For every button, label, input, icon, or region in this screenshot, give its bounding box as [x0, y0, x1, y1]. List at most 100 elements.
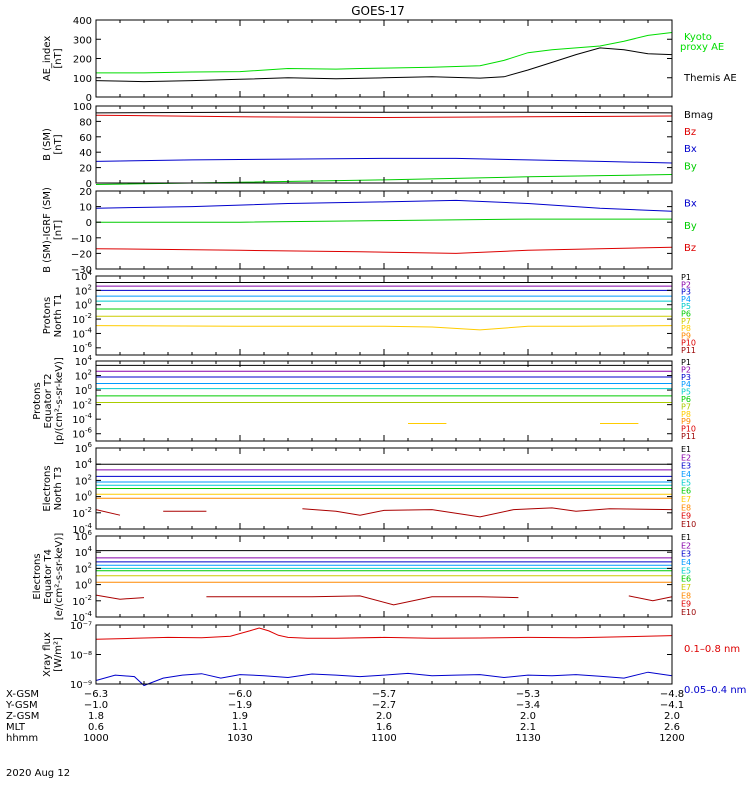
panel-bdiff: −30 −20 −10 0 10 20 B (SM)-IGRF (SM) [nT] Bx By Bz — [42, 187, 697, 276]
legend-P6: P6 — [681, 310, 691, 319]
y-tick-label: 102 — [75, 561, 92, 575]
orbit-value: 1130 — [515, 733, 540, 744]
y-tick-label: 10-4 — [72, 610, 92, 624]
orbit-row-label: Y-GSM — [5, 700, 38, 711]
y-tick-label: 10-2 — [72, 594, 92, 608]
y-axis-label: Xray flux — [42, 632, 53, 677]
legend-P10: P10 — [681, 425, 696, 434]
legend-E1: E1 — [681, 533, 691, 542]
orbit-value: 1030 — [227, 733, 252, 744]
orbit-row-label: Z-GSM — [6, 711, 39, 722]
y-axis-label: Equator T4 — [43, 549, 54, 604]
orbit-value: −5.3 — [516, 689, 540, 700]
legend-P4: P4 — [681, 380, 691, 389]
y-axis-label: Electrons — [32, 553, 43, 599]
legend-By: By — [684, 221, 697, 232]
y-tick-label: 400 — [73, 16, 92, 27]
legend-P1: P1 — [681, 358, 691, 367]
series-line-bsm-Bx — [95, 157, 673, 164]
y-axis-label: Electrons — [42, 465, 53, 511]
legend-E8: E8 — [681, 591, 691, 600]
panel-et4: 10-4 10-2 100 102 104 106 Electrons Equator T4[… — [32, 529, 696, 624]
legend-Bx: Bx — [684, 144, 697, 155]
y-tick-label: 10 — [79, 203, 92, 214]
legend-kyoto: Kyoto — [684, 32, 712, 43]
legend-P9: P9 — [681, 331, 691, 340]
legend-P3: P3 — [681, 373, 691, 382]
y-tick-label: 100 — [73, 102, 92, 113]
legend-P1: P1 — [681, 273, 691, 282]
series-line-et3-E9c — [302, 507, 673, 518]
legend-themis: Themis AE — [683, 73, 737, 84]
y-tick-label: 10-4 — [72, 412, 92, 426]
y-axis-label: [nT] — [53, 134, 64, 154]
y-tick-label: −10 — [71, 234, 92, 245]
y-axis-label: Protons — [42, 297, 53, 334]
y-tick-label: 102 — [75, 369, 92, 383]
legend-P2: P2 — [681, 280, 691, 289]
series-line-bdiff-Bz — [95, 246, 673, 254]
legend-E2: E2 — [681, 453, 691, 462]
y-axis-label: [e/(cm²-s-sr-keV)] — [54, 533, 65, 621]
legend-P4: P4 — [681, 295, 691, 304]
series-line-et4-E9c — [628, 595, 673, 602]
series-line-et4-E9a — [95, 594, 145, 600]
y-tick-label: 100 — [75, 383, 92, 397]
orbit-value: −1.9 — [228, 700, 252, 711]
orbit-value: 2.1 — [520, 722, 536, 733]
y-tick-label: 10⁻⁸ — [70, 651, 92, 662]
legend-P10: P10 — [681, 339, 696, 348]
y-axis-label: Protons — [32, 382, 43, 419]
legend-E7: E7 — [681, 495, 691, 504]
orbit-value: 2.0 — [664, 711, 680, 722]
orbit-value: 1100 — [371, 733, 396, 744]
legend-E1: E1 — [681, 445, 691, 454]
panel-frame — [95, 360, 673, 442]
orbit-value: 1200 — [659, 733, 684, 744]
legend-By: By — [684, 161, 697, 172]
y-tick-label: 106 — [75, 441, 93, 455]
y-axis-label: B (SM) — [42, 128, 53, 161]
legend-Bx: Bx — [684, 199, 697, 210]
series-line-bsm-Bmag — [95, 111, 673, 114]
y-axis-label: North T3 — [53, 467, 64, 511]
legend-P7: P7 — [681, 402, 691, 411]
y-tick-label: −30 — [71, 265, 92, 276]
legend-Bz: Bz — [684, 243, 696, 254]
orbit-value: 1.9 — [232, 711, 248, 722]
y-tick-label: 60 — [79, 133, 92, 144]
orbit-value: 2.0 — [376, 711, 392, 722]
legend-E6: E6 — [681, 575, 691, 584]
panel-frame — [95, 275, 673, 356]
date-label: 2020 Aug 12 — [6, 768, 70, 779]
series-line-ae-Themis-AE — [95, 47, 673, 83]
y-tick-label: 100 — [75, 490, 92, 504]
y-tick-label: 40 — [79, 148, 92, 159]
orbit-value: 1.1 — [232, 722, 248, 733]
legend-E7: E7 — [681, 583, 691, 592]
orbit-value: 1.8 — [88, 711, 104, 722]
orbit-row-label: X-GSM — [6, 689, 39, 700]
legend-P11: P11 — [681, 346, 696, 355]
y-tick-label: 104 — [75, 457, 93, 471]
legend-E6: E6 — [681, 487, 691, 496]
orbit-value: −6.3 — [84, 689, 108, 700]
series-line-ae-Kyoto-proxy-AE — [96, 32, 673, 74]
orbit-value: −6.0 — [228, 689, 252, 700]
y-axis-label: Equator T2 — [43, 374, 54, 429]
legend-xray-long: 0.1–0.8 nm — [684, 644, 740, 655]
legend-E9: E9 — [681, 600, 691, 609]
orbit-value: 1000 — [83, 733, 108, 744]
y-tick-label: 300 — [73, 35, 92, 46]
legend-Bmag: Bmag — [684, 110, 713, 121]
legend-E4: E4 — [681, 470, 691, 479]
y-tick-label: 100 — [75, 578, 92, 592]
legend-P3: P3 — [681, 288, 691, 297]
y-tick-label: 100 — [73, 74, 92, 85]
legend-E2: E2 — [681, 541, 691, 550]
